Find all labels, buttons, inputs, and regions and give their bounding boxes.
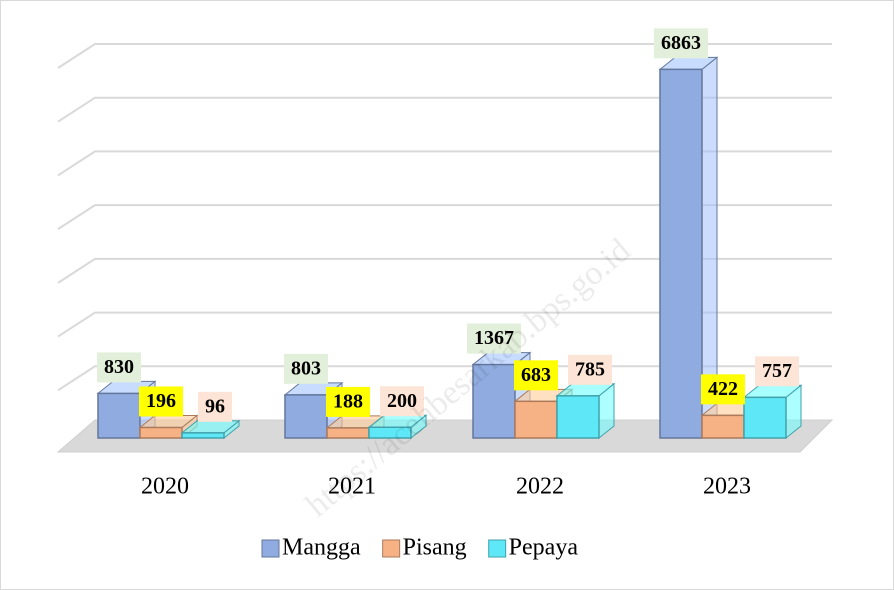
data-label: 96: [205, 395, 225, 417]
bar: [555, 382, 616, 440]
bar: [367, 414, 428, 440]
bar-front: [368, 426, 412, 439]
data-label-bg: [755, 356, 799, 387]
data-label-bg: [514, 360, 558, 391]
bar-front: [472, 363, 516, 439]
legend-label: Mangga: [282, 535, 361, 561]
data-label: 422: [708, 378, 738, 400]
grid-line: [57, 311, 832, 338]
data-label-bg: [326, 386, 370, 417]
bar-front: [743, 396, 787, 439]
data-label-bg: [701, 374, 745, 405]
bar-front: [514, 400, 558, 439]
data-label-bg: [198, 391, 232, 422]
bar-front: [181, 432, 225, 439]
legend-label: Pepaya: [509, 535, 579, 561]
grid-line: [57, 43, 832, 69]
data-label: 757: [762, 360, 792, 382]
bar-front: [139, 426, 183, 439]
legend-swatch: [488, 539, 507, 558]
data-label-bg: [139, 386, 183, 417]
bar-front: [326, 427, 370, 439]
bar-front: [284, 394, 328, 439]
data-label-bg: [467, 323, 521, 354]
bar-front: [701, 414, 745, 439]
data-label: 1367: [474, 327, 514, 349]
x-tick-label: 2023: [703, 474, 751, 500]
floor: [56, 419, 834, 453]
x-tick-label: 2022: [516, 474, 564, 500]
grid-line: [57, 204, 832, 230]
data-label-bg: [284, 353, 328, 384]
bar-front: [97, 392, 141, 439]
data-label-bg: [568, 354, 612, 385]
data-label-bg: [97, 352, 141, 383]
x-tick-label: 2021: [328, 474, 376, 500]
data-label: 6863: [661, 32, 701, 54]
legend-label: Pisang: [403, 535, 467, 561]
bar-front: [659, 68, 703, 439]
legend-swatch: [382, 539, 401, 558]
data-label-bg: [380, 386, 424, 417]
data-label: 785: [575, 358, 605, 380]
bar-front: [556, 395, 600, 439]
data-label: 200: [387, 390, 417, 412]
data-label: 683: [521, 364, 551, 386]
grid-line: [57, 96, 832, 123]
data-label: 830: [104, 356, 134, 378]
grid-line: [57, 257, 832, 284]
data-label-bg: [654, 28, 708, 59]
bar: [742, 384, 803, 440]
data-label: 188: [333, 390, 363, 412]
grid-line: [57, 150, 832, 177]
x-tick-label: 2020: [141, 474, 189, 500]
data-label: 196: [146, 390, 176, 412]
data-label: 803: [291, 357, 321, 379]
bar: [180, 419, 241, 440]
legend-swatch: [261, 539, 280, 558]
